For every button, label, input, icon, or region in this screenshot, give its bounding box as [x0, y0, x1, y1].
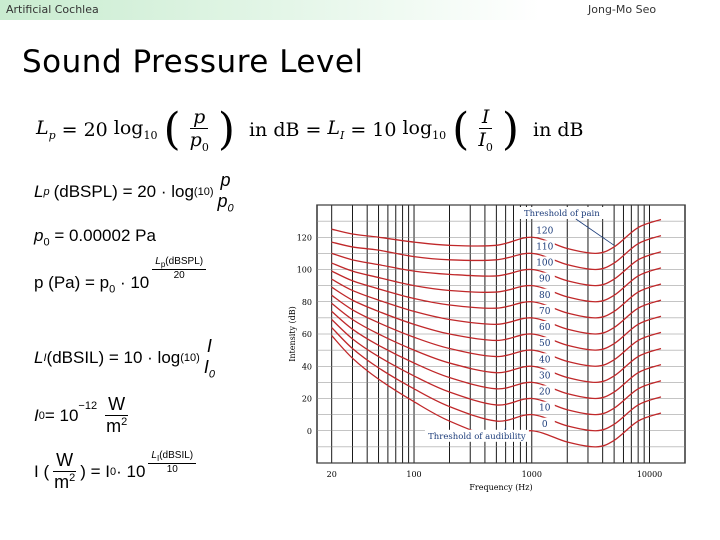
header-bar: [0, 0, 720, 20]
phon-label-bg: [534, 288, 555, 300]
y-tick-20: 20: [302, 395, 312, 404]
loudness-curve-120: [331, 218, 662, 255]
phon-label-80: 80: [539, 291, 551, 301]
i-over-i0: I I0: [478, 105, 493, 154]
y-tick-0: 0: [307, 427, 312, 436]
audibility-annotation-bg: [424, 429, 529, 442]
phon-label-100: 100: [536, 259, 553, 269]
loudness-curve-90: [331, 262, 662, 303]
loudness-curve-110: [331, 235, 662, 271]
phon-label-60: 60: [539, 323, 551, 333]
phon-label-bg: [534, 256, 555, 268]
author-name: Jong-Mo Seo: [588, 3, 657, 16]
pain-pointer: [575, 218, 615, 246]
phon-label-bg: [534, 353, 555, 365]
formula-p0: p0 = 0.00002 Pa: [34, 226, 156, 249]
main-equation: Lp = 20 log10 ( p p0 ) in dB = LI = 10 l…: [36, 104, 584, 155]
coefficient-10: 10: [372, 118, 397, 141]
loudness-curve-20: [331, 319, 662, 416]
phon-label-20: 20: [539, 388, 551, 398]
loudness-curve-60: [331, 286, 662, 351]
unit-db-1: in dB: [248, 118, 300, 141]
phon-label-30: 30: [539, 371, 551, 381]
log10-1: log10: [113, 117, 158, 142]
formula-p-pa: p (Pa) = p0 · 10 Lp(dBSPL) 20: [34, 256, 207, 297]
loudness-curve-40: [331, 302, 662, 384]
equals-sign-3: =: [350, 118, 367, 141]
phon-label-90: 90: [539, 275, 551, 285]
y-tick-80: 80: [302, 298, 312, 307]
equal-loudness-chart: 1201101009080706050403020100020406080100…: [288, 204, 686, 492]
y-tick-60: 60: [302, 330, 312, 339]
li-symbol: LI: [327, 117, 345, 142]
loudness-curve-30: [331, 310, 662, 400]
log10-2: log10: [402, 117, 447, 142]
loudness-curve-70: [331, 278, 662, 335]
phon-label-bg: [534, 401, 555, 413]
x-tick-1000: 1000: [522, 470, 542, 479]
loudness-curve-100: [331, 251, 662, 287]
x-tick-100: 100: [406, 470, 421, 479]
phon-label-bg: [534, 321, 555, 332]
phon-label-bg: [534, 224, 555, 236]
x-tick-20: 20: [327, 470, 337, 479]
loudness-curve-10: [331, 327, 662, 432]
coefficient-20: 20: [83, 118, 108, 141]
y-tick-100: 100: [297, 266, 312, 275]
slide-title: Sound Pressure Level: [22, 44, 364, 80]
phon-label-bg: [534, 417, 555, 429]
x-tick-10000: 10000: [637, 470, 662, 479]
phon-label-50: 50: [539, 339, 551, 349]
pain-annotation-bg: [515, 207, 608, 219]
phon-label-40: 40: [539, 355, 551, 365]
phon-label-bg: [534, 369, 555, 381]
p-over-p0: p p0: [189, 105, 209, 154]
audibility-pointer: [504, 427, 507, 430]
equals-sign: =: [61, 118, 78, 141]
phon-label-70: 70: [539, 307, 551, 317]
phon-label-bg: [534, 385, 555, 397]
loudness-curve-80: [331, 270, 662, 319]
lp-symbol: Lp: [36, 117, 56, 142]
phon-label-0: 0: [542, 420, 548, 430]
phon-label-bg: [534, 240, 555, 252]
y-axis-label: Intensity (dB): [288, 306, 297, 362]
y-tick-40: 40: [302, 362, 312, 371]
phon-label-110: 110: [536, 242, 553, 252]
x-axis-label: Frequency (Hz): [469, 483, 532, 492]
y-tick-120: 120: [297, 233, 312, 242]
course-title: Artificial Cochlea: [6, 3, 99, 16]
phon-label-bg: [534, 304, 555, 316]
phon-label-bg: [534, 337, 555, 349]
phon-label-10: 10: [539, 404, 551, 414]
phon-label-bg: [534, 272, 555, 284]
threshold-of-audibility-label: Threshold of audibility: [428, 432, 526, 442]
unit-db-2: in dB: [533, 118, 584, 141]
phon-label-120: 120: [536, 226, 553, 236]
equals-sign-2: =: [305, 118, 322, 141]
threshold-of-pain-label: Threshold of pain: [524, 209, 600, 219]
loudness-curve-50: [331, 294, 662, 367]
